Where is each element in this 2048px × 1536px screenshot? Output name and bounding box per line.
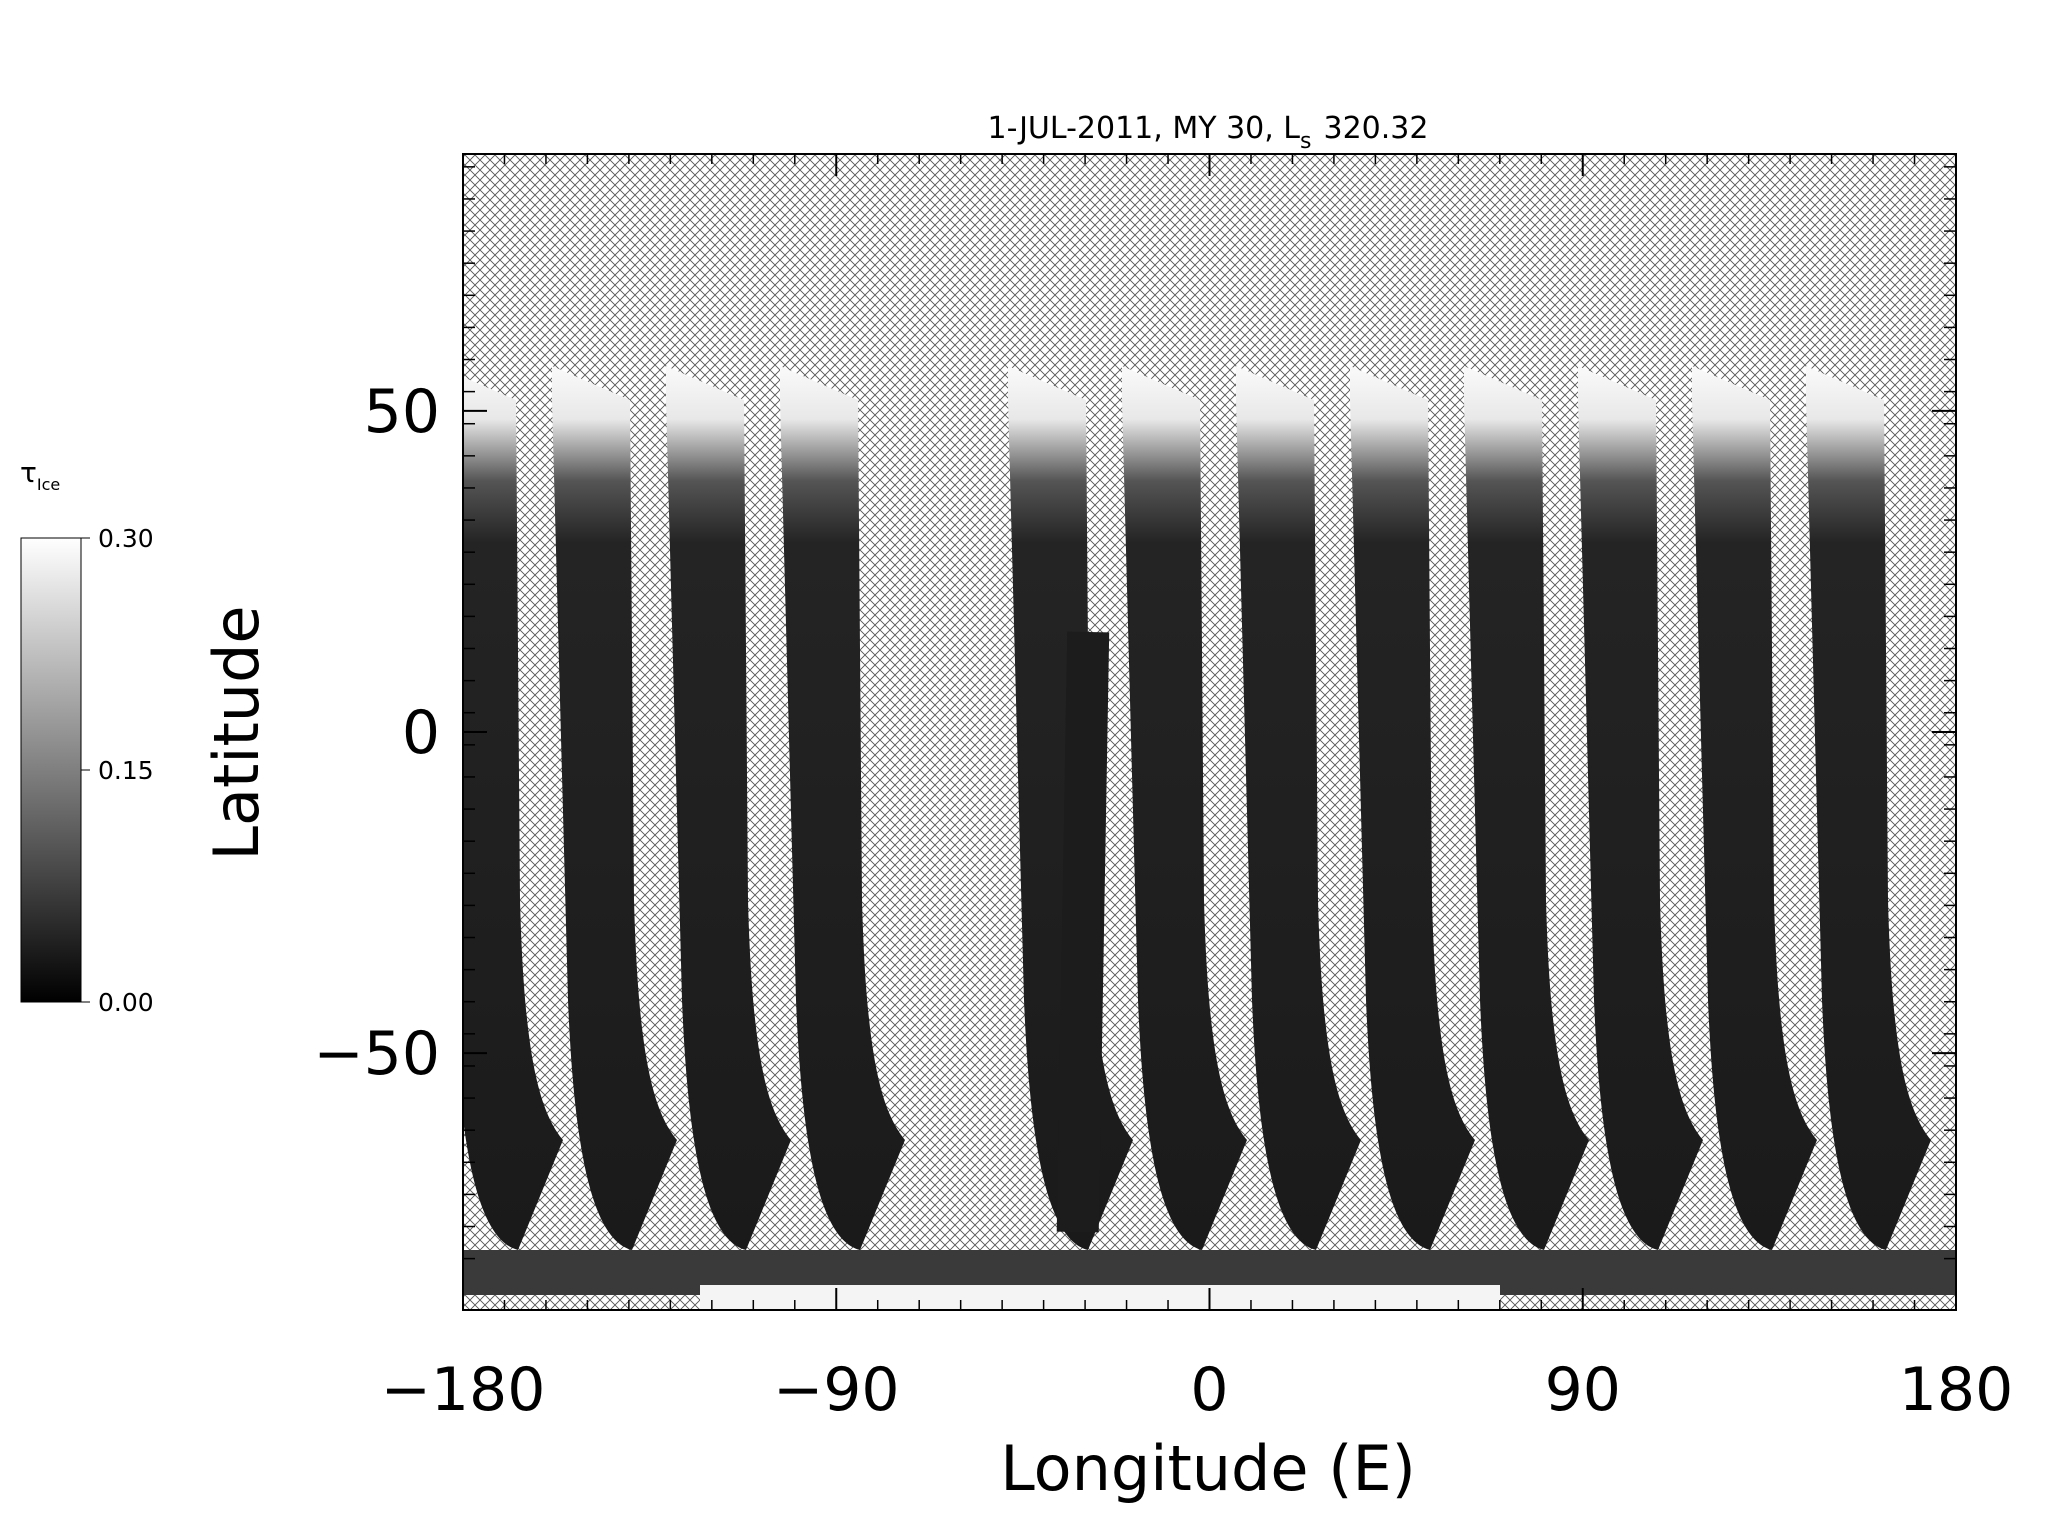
colorbar-scale <box>20 537 82 1003</box>
swath <box>463 376 563 1250</box>
colorbar-label: τIce <box>20 456 60 494</box>
x-tick-label: −90 <box>773 1355 900 1425</box>
swath <box>1236 366 1361 1250</box>
swath <box>1692 366 1817 1250</box>
swath <box>666 366 791 1250</box>
y-tick-label: −50 <box>313 1019 440 1089</box>
swath <box>1122 366 1247 1250</box>
title-suffix: 320.32 <box>1324 111 1429 146</box>
swath <box>552 366 677 1250</box>
x-axis-label: Longitude (E) <box>1000 1432 1416 1505</box>
chart-title: 1-JUL-2011, MY 30, Ls 320.32 <box>988 111 1429 154</box>
title-subscript: s <box>1300 129 1311 154</box>
x-tick-label: 180 <box>1899 1355 2014 1425</box>
title-text: 1-JUL-2011, MY 30, L <box>988 111 1301 146</box>
colorbar-tick-label: 0.15 <box>98 756 154 785</box>
swath <box>1464 366 1589 1250</box>
swath <box>324 366 449 1250</box>
swath <box>780 366 905 1250</box>
x-tick-label: 0 <box>1190 1355 1228 1425</box>
y-axis-label: Latitude <box>200 605 273 860</box>
swath <box>1578 366 1703 1250</box>
plot-area <box>324 153 1957 1311</box>
y-tick-label: 50 <box>364 377 440 447</box>
short-swath <box>1056 631 1110 1233</box>
polar-cap <box>700 1285 1500 1310</box>
x-tick-label: −180 <box>381 1355 546 1425</box>
swath <box>1806 366 1931 1250</box>
colorbar-tick-label: 0.00 <box>98 988 154 1017</box>
colorbar-label-text: τ <box>20 456 37 489</box>
colorbar-label-subscript: Ice <box>37 475 60 494</box>
swath <box>1350 366 1475 1250</box>
swaths <box>324 366 1956 1310</box>
y-tick-label: 0 <box>402 698 440 768</box>
colorbar: 0.00 0.15 0.30 <box>20 524 154 1017</box>
x-tick-label: 90 <box>1545 1355 1621 1425</box>
colorbar-tick-label: 0.30 <box>98 524 154 553</box>
